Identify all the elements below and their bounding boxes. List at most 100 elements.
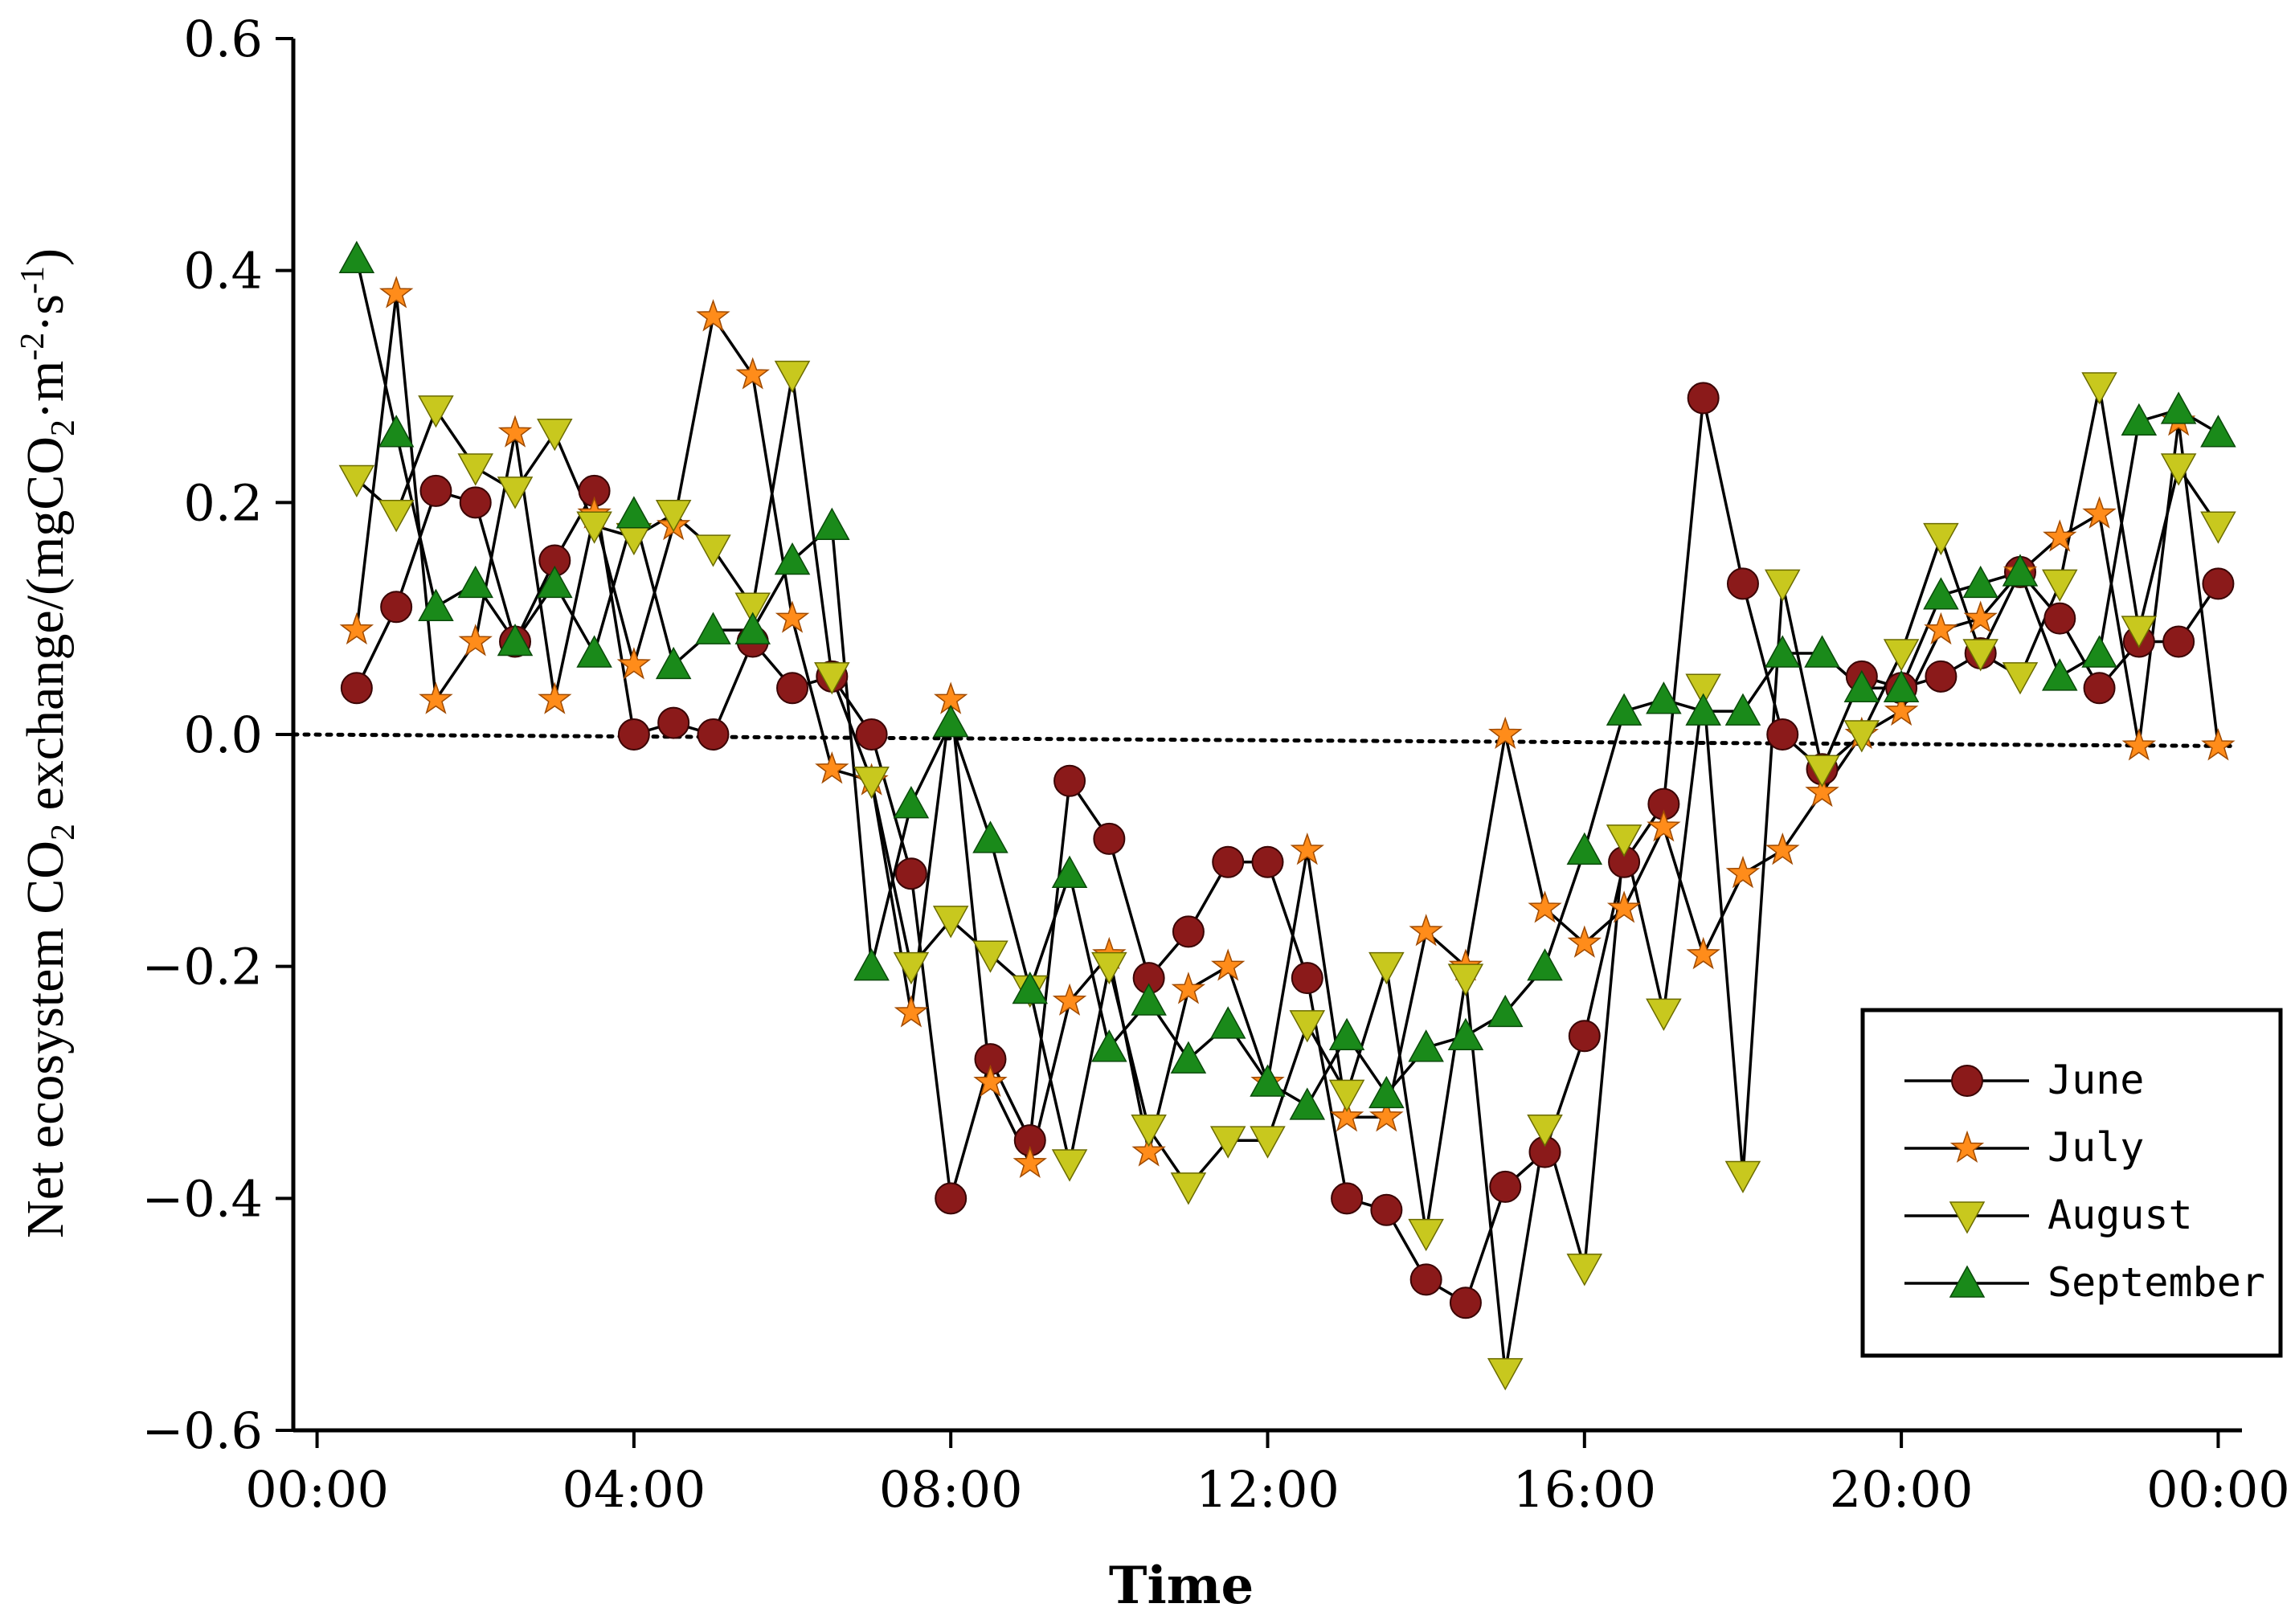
data-point-august xyxy=(1408,1218,1444,1252)
y-tick-label: 0.6 xyxy=(183,10,263,68)
data-point-july xyxy=(1647,809,1681,842)
data-point-july xyxy=(815,751,849,784)
legend-box xyxy=(1860,1008,2283,1358)
x-tick-label: 04:00 xyxy=(562,1460,706,1519)
data-point-september xyxy=(1012,971,1049,1004)
data-point-june xyxy=(855,718,888,751)
data-point-september xyxy=(1883,669,1920,703)
data-point-august xyxy=(1804,755,1840,787)
data-point-august xyxy=(1289,1010,1326,1043)
data-point-august xyxy=(1091,951,1127,985)
data-point-july xyxy=(1131,1134,1166,1167)
data-point-july xyxy=(973,1064,1008,1098)
data-point-august xyxy=(1566,1254,1603,1287)
data-point-july xyxy=(1369,1099,1404,1132)
data-point-june xyxy=(1409,1263,1442,1296)
data-point-september xyxy=(1091,1029,1127,1062)
data-point-july xyxy=(1528,890,1562,923)
data-point-june xyxy=(1766,718,1799,751)
data-point-july xyxy=(1924,612,1958,645)
data-point-june xyxy=(935,1182,968,1215)
data-point-september xyxy=(576,635,612,668)
legend-label-august: August xyxy=(2048,1192,2193,1238)
data-point-august xyxy=(774,360,811,394)
data-point-august xyxy=(2121,616,2158,648)
data-point-july xyxy=(1686,936,1720,970)
data-point-july xyxy=(1884,693,1919,726)
zero-reference-line xyxy=(291,732,2232,748)
data-point-july xyxy=(2043,519,2077,552)
data-point-august xyxy=(457,453,493,486)
x-tick-label: 08:00 xyxy=(879,1460,1023,1519)
data-point-august xyxy=(1051,1149,1088,1182)
data-point-august xyxy=(1923,522,1959,556)
data-point-august xyxy=(1606,824,1642,857)
data-point-august xyxy=(2042,569,2078,602)
series-september-points xyxy=(338,240,2236,1120)
data-point-july xyxy=(538,681,572,714)
data-point-september xyxy=(2160,391,2197,424)
data-point-july xyxy=(2121,728,2157,761)
data-point-june xyxy=(1331,1182,1364,1215)
data-point-september xyxy=(1843,669,1880,703)
data-point-july xyxy=(616,647,652,680)
data-point-august xyxy=(378,500,415,533)
data-point-august xyxy=(1328,1079,1365,1112)
legend-marker-september xyxy=(1949,1265,1986,1298)
data-point-june xyxy=(617,718,650,751)
y-tick-label: 0.2 xyxy=(183,473,263,532)
series-layer xyxy=(338,240,2236,1391)
data-point-september xyxy=(1646,681,1682,714)
data-point-september xyxy=(457,565,493,599)
data-point-july xyxy=(1052,983,1087,1016)
data-point-july xyxy=(1725,855,1761,889)
data-point-september xyxy=(497,623,534,657)
legend-marker-june xyxy=(1951,1065,1983,1097)
series-september-line xyxy=(355,258,2219,1107)
data-point-june xyxy=(340,672,373,705)
data-point-september xyxy=(1209,1006,1246,1039)
data-point-september xyxy=(1250,1064,1286,1097)
data-point-september xyxy=(1804,635,1840,668)
data-point-september xyxy=(2081,635,2117,668)
data-point-september xyxy=(418,588,454,621)
data-point-june xyxy=(1568,1020,1601,1053)
data-point-july xyxy=(339,612,374,645)
data-point-august xyxy=(497,477,534,509)
data-point-july xyxy=(1765,832,1800,865)
data-point-august xyxy=(814,662,850,695)
data-point-august xyxy=(2160,453,2197,486)
legend-marker-july xyxy=(1949,1130,1985,1164)
legend-marker-august xyxy=(1949,1201,1986,1234)
data-point-august xyxy=(1646,998,1682,1031)
data-point-september xyxy=(932,705,969,738)
data-point-june xyxy=(776,672,809,705)
data-point-august xyxy=(1685,673,1721,706)
data-point-august xyxy=(338,464,375,498)
data-point-july xyxy=(419,681,453,714)
data-point-june xyxy=(459,486,492,519)
data-point-july xyxy=(378,276,414,309)
data-point-july xyxy=(1012,1145,1047,1179)
legend: June July August September xyxy=(1860,1008,2283,1358)
data-point-august xyxy=(418,395,454,428)
data-point-july xyxy=(2201,728,2236,761)
data-point-september xyxy=(1289,1087,1326,1120)
data-point-june xyxy=(1212,845,1245,878)
data-point-september xyxy=(2002,554,2039,587)
data-point-august xyxy=(1724,1160,1761,1194)
data-point-july xyxy=(1211,948,1246,981)
data-point-june xyxy=(419,474,452,507)
data-point-september xyxy=(1962,565,1998,599)
data-point-september xyxy=(1923,577,1959,610)
data-point-september xyxy=(1724,693,1761,726)
data-point-june xyxy=(2083,672,2116,705)
x-tick-label: 20:00 xyxy=(1830,1460,1974,1519)
data-point-august xyxy=(853,766,890,800)
x-tick-label: 00:00 xyxy=(245,1460,389,1519)
data-point-august xyxy=(2200,511,2236,544)
data-point-july xyxy=(1488,716,1523,750)
data-point-september xyxy=(537,565,573,599)
data-point-june xyxy=(1172,915,1205,948)
